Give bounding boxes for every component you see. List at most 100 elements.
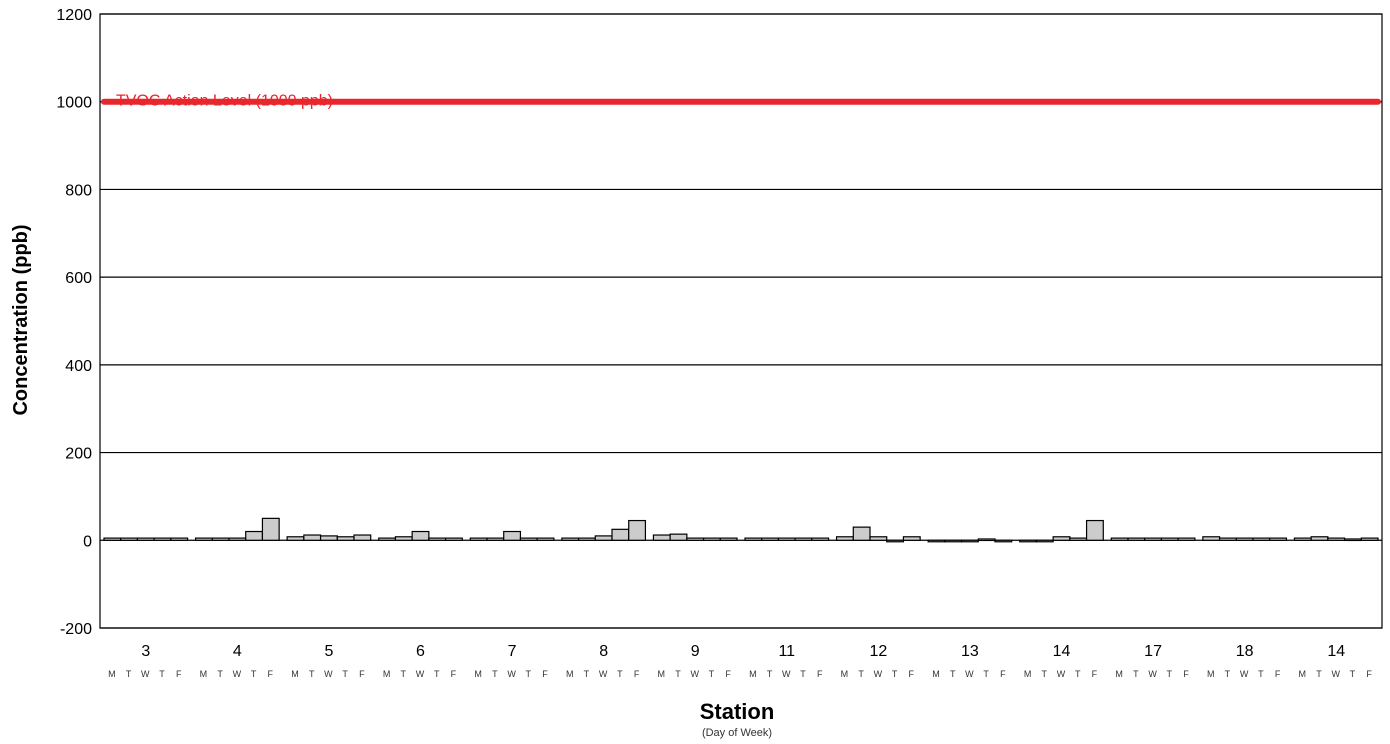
day-tick-label: F — [1183, 669, 1190, 679]
y-tick-label: 400 — [65, 358, 92, 375]
day-tick-label: T — [983, 669, 990, 679]
bar — [1069, 537, 1088, 541]
day-tick-label: W — [1148, 669, 1158, 679]
bar — [1235, 537, 1254, 541]
day-tick-label: T — [1075, 669, 1082, 679]
day-tick-label: T — [159, 669, 166, 679]
station-tick-label: 12 — [869, 643, 887, 660]
station-tick-label: 6 — [416, 643, 425, 660]
day-tick-label: T — [617, 669, 624, 679]
day-tick-label: F — [909, 669, 916, 679]
day-tick-label: T — [767, 669, 774, 679]
bar — [761, 537, 780, 541]
bar — [944, 539, 963, 543]
bar — [1269, 537, 1288, 541]
bar — [170, 537, 189, 541]
station-tick-label: 5 — [324, 643, 333, 660]
day-tick-label: M — [1115, 669, 1124, 679]
bar — [353, 534, 372, 541]
bar — [702, 537, 721, 541]
day-tick-label: T — [1133, 669, 1140, 679]
day-tick-label: M — [1024, 669, 1033, 679]
day-tick-label: M — [200, 669, 209, 679]
day-tick-label: W — [1057, 669, 1067, 679]
bar — [1293, 537, 1312, 541]
day-tick-label: M — [841, 669, 850, 679]
bar — [652, 534, 671, 541]
day-tick-label: T — [858, 669, 865, 679]
bar — [519, 537, 538, 541]
bar — [286, 536, 305, 541]
day-tick-label: M — [474, 669, 483, 679]
bar — [927, 539, 946, 543]
bar — [228, 537, 247, 541]
day-tick-label: T — [1167, 669, 1174, 679]
day-tick-label: T — [709, 669, 716, 679]
day-tick-label: F — [1000, 669, 1007, 679]
day-tick-label: W — [141, 669, 151, 679]
day-tick-label: W — [965, 669, 975, 679]
day-tick-label: T — [434, 669, 441, 679]
day-tick-label: T — [309, 669, 316, 679]
day-tick-label: F — [176, 669, 183, 679]
day-tick-label: M — [108, 669, 117, 679]
day-tick-label: T — [492, 669, 499, 679]
y-tick-label: 800 — [65, 182, 92, 199]
bar — [1035, 539, 1054, 543]
day-tick-label: W — [507, 669, 517, 679]
bar — [303, 534, 322, 541]
day-tick-label: T — [800, 669, 807, 679]
day-tick-label: W — [324, 669, 334, 679]
day-tick-label: M — [932, 669, 941, 679]
bar — [852, 526, 871, 541]
day-tick-label: T — [950, 669, 957, 679]
y-axis-label: Concentration (ppb) — [10, 224, 32, 415]
bar — [1310, 536, 1329, 541]
day-tick-label: T — [1258, 669, 1265, 679]
bar — [902, 536, 921, 541]
bar — [561, 537, 580, 541]
bar — [261, 517, 280, 541]
bar — [594, 535, 613, 541]
day-tick-label: F — [451, 669, 458, 679]
bar — [1218, 537, 1237, 541]
bar — [794, 537, 813, 541]
bar — [744, 537, 763, 541]
bar — [411, 530, 430, 541]
bar — [835, 536, 854, 541]
bar — [1327, 537, 1346, 541]
bars — [103, 517, 1379, 543]
day-tick-label: T — [892, 669, 899, 679]
station-tick-label: 18 — [1236, 643, 1254, 660]
plot-frame — [99, 13, 1383, 629]
y-tick-label: 600 — [65, 270, 92, 287]
bar — [960, 539, 979, 543]
station-tick-label: 14 — [1053, 643, 1071, 660]
x-axis-label: Station — [700, 699, 775, 724]
bar — [1144, 537, 1163, 541]
bar — [378, 537, 397, 541]
day-tick-label: T — [584, 669, 591, 679]
bar — [1052, 536, 1071, 541]
bar — [1202, 536, 1221, 541]
day-tick-label: T — [217, 669, 224, 679]
bar — [103, 537, 122, 541]
bar — [1085, 519, 1104, 541]
day-tick-label: W — [1331, 669, 1341, 679]
day-tick-label: T — [342, 669, 349, 679]
day-tick-label: M — [749, 669, 758, 679]
x-axis-sublabel: (Day of Week) — [702, 727, 772, 739]
day-tick-label: T — [675, 669, 682, 679]
bar — [394, 536, 413, 541]
y-tick-label: 1000 — [56, 95, 92, 112]
bar — [1019, 539, 1038, 543]
day-tick-label: M — [291, 669, 300, 679]
station-tick-label: 7 — [508, 643, 517, 660]
bar — [428, 537, 447, 541]
bar — [869, 536, 888, 541]
bar — [136, 537, 155, 541]
day-tick-label: T — [526, 669, 533, 679]
bar — [211, 537, 230, 541]
day-tick-label: W — [233, 669, 243, 679]
y-tick-label: 0 — [83, 533, 92, 550]
